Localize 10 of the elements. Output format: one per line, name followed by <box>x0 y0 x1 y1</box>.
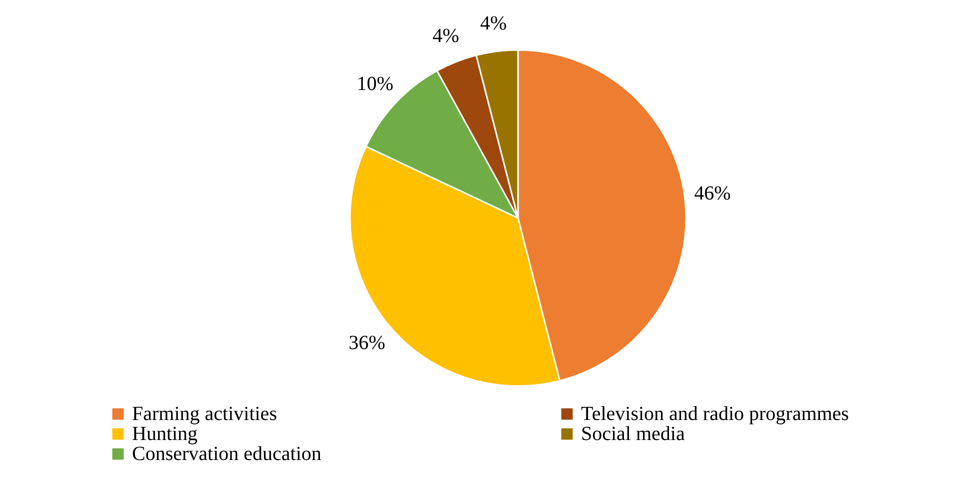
data-label: 10% <box>356 72 394 95</box>
legend-label: Farming activities <box>132 403 278 425</box>
legend-label: Hunting <box>132 423 198 445</box>
data-label: 36% <box>348 332 386 354</box>
legend-label: Television and radio programmes <box>581 403 850 425</box>
legend-label: Social media <box>581 423 685 445</box>
data-label: 46% <box>694 182 731 204</box>
data-label: 4% <box>432 24 460 47</box>
data-label: 4% <box>480 12 507 35</box>
legend-label: Conservation education <box>132 443 322 465</box>
